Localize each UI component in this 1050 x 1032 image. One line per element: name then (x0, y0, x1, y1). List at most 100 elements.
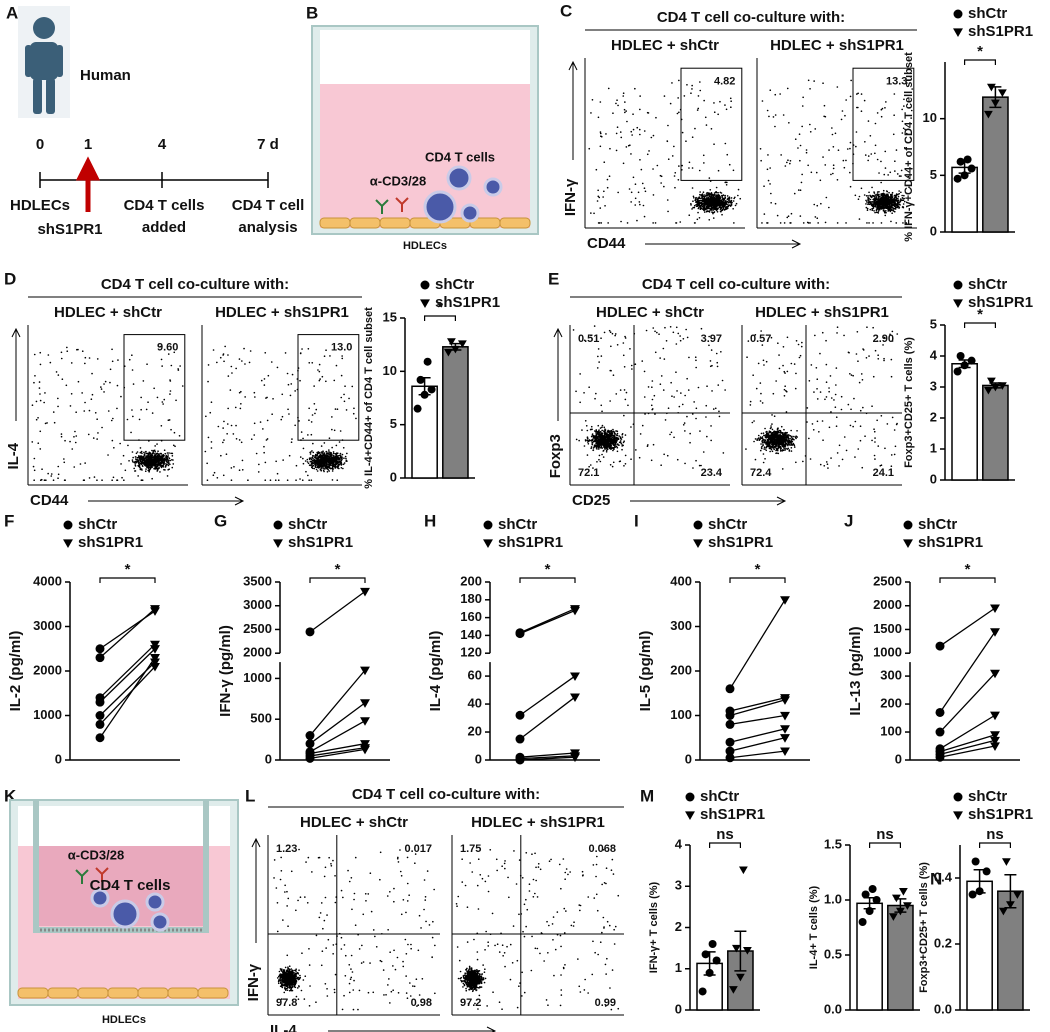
legend-label: shS1PR1 (78, 534, 143, 551)
significance-bracket (939, 577, 996, 583)
pair-line (939, 734, 996, 753)
point (780, 696, 790, 705)
y-tick-label: 200 (880, 695, 902, 710)
significance-bracket (309, 577, 366, 583)
day-label: 0 (36, 136, 44, 153)
bar (982, 96, 1009, 233)
day-label: 1 (84, 136, 92, 153)
point (780, 734, 790, 743)
condition-label: HDLEC + shCtr (300, 814, 408, 831)
point (712, 956, 721, 965)
quadrant-value: 72.4 (750, 467, 772, 479)
point (483, 520, 493, 530)
pair-line (939, 739, 996, 756)
bar (411, 385, 438, 479)
y-tick-label: 4000 (33, 573, 62, 588)
axis-title: IL-4+ T cells (%) (808, 885, 820, 969)
y-tick-label: 100 (880, 723, 902, 738)
point (515, 755, 525, 765)
point (956, 157, 965, 166)
significance: * (755, 561, 761, 578)
pair-line (519, 755, 576, 760)
point (982, 867, 991, 876)
point (95, 653, 105, 663)
point (1006, 901, 1015, 909)
pair-line (309, 702, 366, 745)
point (729, 986, 738, 994)
pair-line (309, 748, 366, 760)
y-tick-label: 0 (930, 471, 937, 486)
coculture-title: CD4 T cell co-culture with: (352, 786, 540, 803)
y-tick-label: 100 (670, 707, 692, 722)
y-tick-label: 20 (468, 723, 482, 738)
point (990, 742, 1000, 751)
point (861, 890, 870, 899)
point (990, 669, 1000, 679)
y-tick-label: 0 (55, 751, 62, 766)
panel-label: F (4, 511, 14, 530)
pair-line (729, 737, 786, 752)
y-tick-label: 0.0 (824, 1001, 842, 1016)
axis-title: IL-5 (pg/ml) (637, 631, 654, 712)
y-tick-label: 200 (460, 573, 482, 588)
condition-label: HDLEC + shCtr (611, 37, 719, 54)
point (903, 539, 913, 548)
legend-label: shCtr (78, 516, 117, 533)
significance: * (335, 561, 341, 578)
subject: Human (80, 67, 131, 84)
point (892, 894, 901, 903)
point (698, 987, 707, 996)
legend-label: shS1PR1 (968, 294, 1033, 311)
point (953, 174, 962, 183)
point (705, 968, 714, 977)
point (987, 83, 996, 92)
y-tick-label: 300 (670, 618, 692, 633)
y-tick-label: 0 (265, 751, 272, 766)
axis-title: IL-13 (pg/ml) (847, 626, 864, 715)
point (998, 382, 1007, 390)
y-tick-label: 5 (930, 167, 937, 182)
quadrant-value: 0.99 (595, 997, 616, 1009)
gate (680, 67, 743, 181)
y-tick-label: 60 (468, 668, 482, 683)
legend-label: shS1PR1 (288, 534, 353, 551)
point (732, 944, 741, 953)
point (570, 606, 580, 616)
y-tick-label: 10 (383, 363, 397, 378)
point (413, 404, 422, 413)
quadrant-value: 0.98 (411, 997, 432, 1009)
pair-line (729, 699, 786, 717)
gate (123, 334, 186, 441)
point (963, 155, 972, 164)
y-tick-label: 0.0 (934, 1001, 952, 1016)
point (725, 737, 735, 747)
point (150, 640, 160, 650)
point (515, 710, 525, 720)
coculture-title: CD4 T cell co-culture with: (642, 276, 830, 293)
point (872, 896, 881, 904)
layer-label: HDLECs (102, 1014, 146, 1026)
axis-title: CD44 (587, 235, 626, 252)
axis-arrow (88, 496, 245, 506)
y-tick-label: 2 (675, 919, 682, 934)
gate-value: 13.3 (886, 76, 907, 88)
y-tick-label: 1 (930, 440, 937, 455)
point (515, 629, 525, 639)
point (960, 361, 969, 370)
y-tick-label: 2000 (33, 662, 62, 677)
axis-title: % IFN-γ+CD44+ of CD4 T cell subset (903, 52, 915, 242)
point (736, 973, 745, 982)
point (899, 888, 908, 896)
significance: * (437, 299, 443, 316)
point (1002, 858, 1011, 866)
pair-line (729, 750, 786, 759)
pair-line (519, 675, 576, 716)
legend-label: shCtr (700, 788, 739, 805)
step: added (142, 219, 186, 236)
y-tick-label: 300 (880, 668, 902, 683)
knockdown-arrow (75, 156, 101, 212)
point (360, 699, 370, 708)
point (360, 717, 370, 726)
point (693, 520, 703, 530)
point (984, 386, 993, 395)
